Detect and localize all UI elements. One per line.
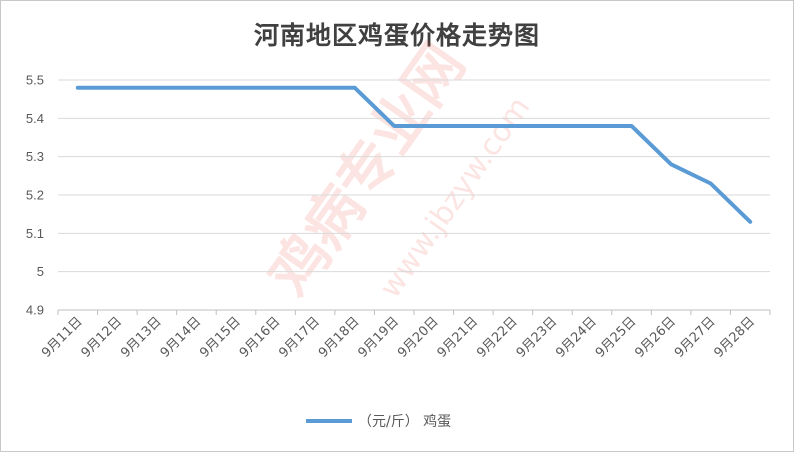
y-axis-ticks: 4.9 5 5.1 5.2 5.3 5.4 5.5 [26, 73, 44, 318]
watermark: 鸡病专业网 www.jbzyw.com [256, 31, 538, 308]
x-tick-label: 9月26日 [632, 314, 679, 361]
x-tick-label: 9月24日 [553, 314, 600, 361]
x-tick-label: 9月23日 [514, 314, 561, 361]
x-tick-label: 9月12日 [79, 314, 126, 361]
y-tick-label: 5.3 [26, 149, 44, 164]
x-tick-label: 9月25日 [593, 314, 640, 361]
x-tick-label: 9月13日 [118, 314, 165, 361]
x-tick-label: 9月16日 [237, 314, 284, 361]
x-tick-label: 9月18日 [316, 314, 363, 361]
y-tick-label: 4.9 [26, 303, 44, 318]
watermark-text: 鸡病专业网 [256, 31, 478, 308]
x-axis-ticks: 9月11日9月12日9月13日9月14日9月15日9月16日9月17日9月18日… [39, 310, 771, 361]
x-tick-label: 9月28日 [712, 314, 759, 361]
x-tick-label: 9月11日 [39, 314, 86, 361]
series-layer [75, 85, 753, 224]
x-tick-label: 9月22日 [474, 314, 521, 361]
y-tick-label: 5.2 [26, 188, 44, 203]
y-tick-label: 5.5 [26, 73, 44, 88]
x-tick-label: 9月21日 [435, 314, 482, 361]
chart-title: 河南地区鸡蛋价格走势图 [253, 21, 540, 50]
series-line [75, 85, 753, 224]
x-tick-label: 9月17日 [276, 314, 323, 361]
x-tick-label: 9月19日 [356, 314, 403, 361]
x-tick-label: 9月27日 [672, 314, 719, 361]
x-tick-label: 9月15日 [197, 314, 244, 361]
legend: （元/斤） 鸡蛋 [306, 413, 451, 430]
x-tick-label: 9月14日 [158, 314, 205, 361]
y-tick-label: 5 [37, 264, 44, 279]
legend-label: （元/斤） 鸡蛋 [358, 413, 451, 430]
x-tick-label: 9月20日 [395, 314, 442, 361]
y-tick-label: 5.4 [26, 111, 44, 126]
y-tick-label: 5.1 [26, 226, 44, 241]
